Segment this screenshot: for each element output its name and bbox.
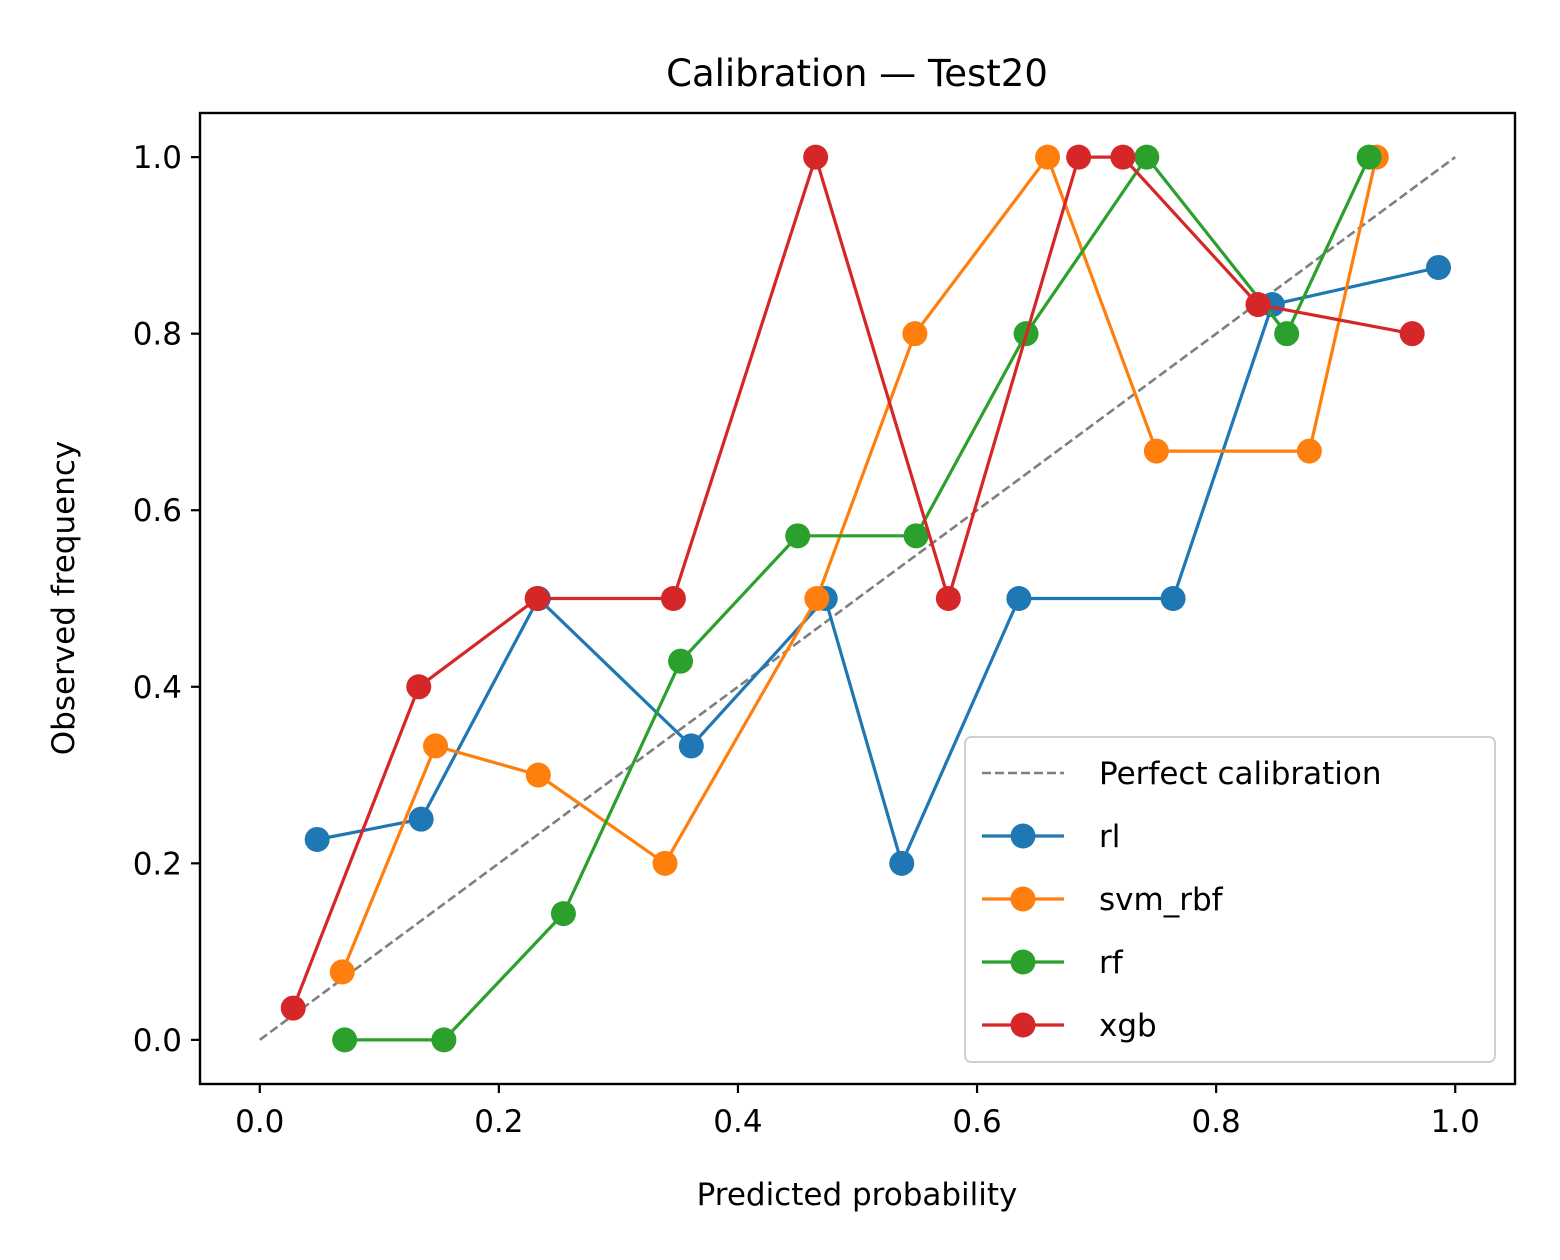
legend-box [964, 736, 1496, 1063]
data-point-rf [903, 523, 929, 549]
data-point-xgb [280, 995, 306, 1021]
x-tick-label: 0.4 [713, 1104, 762, 1140]
chart-title: Calibration — Test20 [666, 52, 1048, 95]
legend-label: Perfect calibration [1099, 756, 1382, 792]
data-point-xgb [1110, 144, 1136, 170]
data-point-xgb [1066, 144, 1092, 170]
y-tick-label: 0.0 [133, 1023, 182, 1059]
x-tick-label: 0.8 [1191, 1104, 1240, 1140]
y-tick-label: 1.0 [133, 140, 182, 176]
data-point-rl [1160, 586, 1186, 611]
series-line-rf [344, 155, 1371, 1042]
x-tick-label: 1.0 [1431, 1104, 1480, 1140]
data-point-xgb [660, 586, 686, 611]
data-point-rl [1006, 586, 1032, 611]
legend-marker-svm_rbf [1010, 886, 1036, 912]
y-tick-label: 0.8 [133, 317, 182, 353]
series-line-xgb [291, 155, 1413, 1009]
legend-label: svm_rbf [1099, 882, 1224, 918]
data-point-svm_rbf [1035, 144, 1061, 170]
data-point-svm_rbf [804, 586, 830, 611]
data-point-svm_rbf [329, 959, 355, 985]
data-point-rf [431, 1027, 457, 1053]
data-point-rl [408, 806, 434, 832]
data-point-xgb [1399, 321, 1425, 347]
plot-area [198, 111, 1517, 1086]
data-point-rf [332, 1027, 358, 1053]
data-point-rf [668, 648, 694, 674]
legend-label: rf [1099, 945, 1124, 981]
data-point-rl [1425, 254, 1451, 280]
x-tick-label: 0.2 [474, 1104, 523, 1140]
data-point-svm_rbf [525, 762, 551, 788]
data-point-rf [785, 523, 811, 549]
data-point-xgb [935, 586, 961, 611]
plot-frame [198, 111, 1517, 1086]
data-point-svm_rbf [1296, 438, 1322, 464]
data-point-xgb [803, 144, 829, 170]
data-point-rf [1274, 321, 1300, 347]
legend-marker-xgb [1010, 1012, 1036, 1038]
data-point-svm_rbf [423, 733, 449, 759]
data-point-rf [1356, 144, 1382, 170]
data-point-rf [550, 901, 576, 927]
data-point-rl [678, 733, 704, 759]
data-point-svm_rbf [652, 850, 678, 876]
x-axis: 0.0 0.2 0.4 0.6 0.8 1.0 [235, 1084, 1480, 1140]
legend-label: rl [1099, 819, 1120, 855]
y-tick-label: 0.6 [133, 493, 182, 529]
data-point-svm_rbf [902, 321, 928, 347]
y-axis-label: Observed frequency [46, 441, 82, 755]
data-point-rl [304, 826, 330, 852]
x-tick-label: 0.6 [952, 1104, 1001, 1140]
x-axis-label: Predicted probability [697, 1177, 1018, 1213]
series-line-svm_rbf [340, 155, 1378, 973]
x-tick-label: 0.0 [235, 1104, 284, 1140]
data-point-xgb [1245, 292, 1271, 318]
data-point-xgb [406, 674, 432, 700]
data-point-rl [889, 850, 915, 876]
y-tick-label: 0.4 [133, 670, 182, 706]
data-point-xgb [524, 586, 550, 611]
legend-marker-rf [1010, 949, 1036, 975]
legend-marker-rl [1010, 823, 1036, 849]
y-axis: 0.0 0.2 0.4 0.6 0.8 1.0 [133, 140, 200, 1059]
data-point-svm_rbf [1143, 438, 1169, 464]
legend-label: xgb [1099, 1008, 1157, 1044]
data-point-rf [1134, 144, 1160, 170]
y-tick-label: 0.2 [133, 846, 182, 882]
